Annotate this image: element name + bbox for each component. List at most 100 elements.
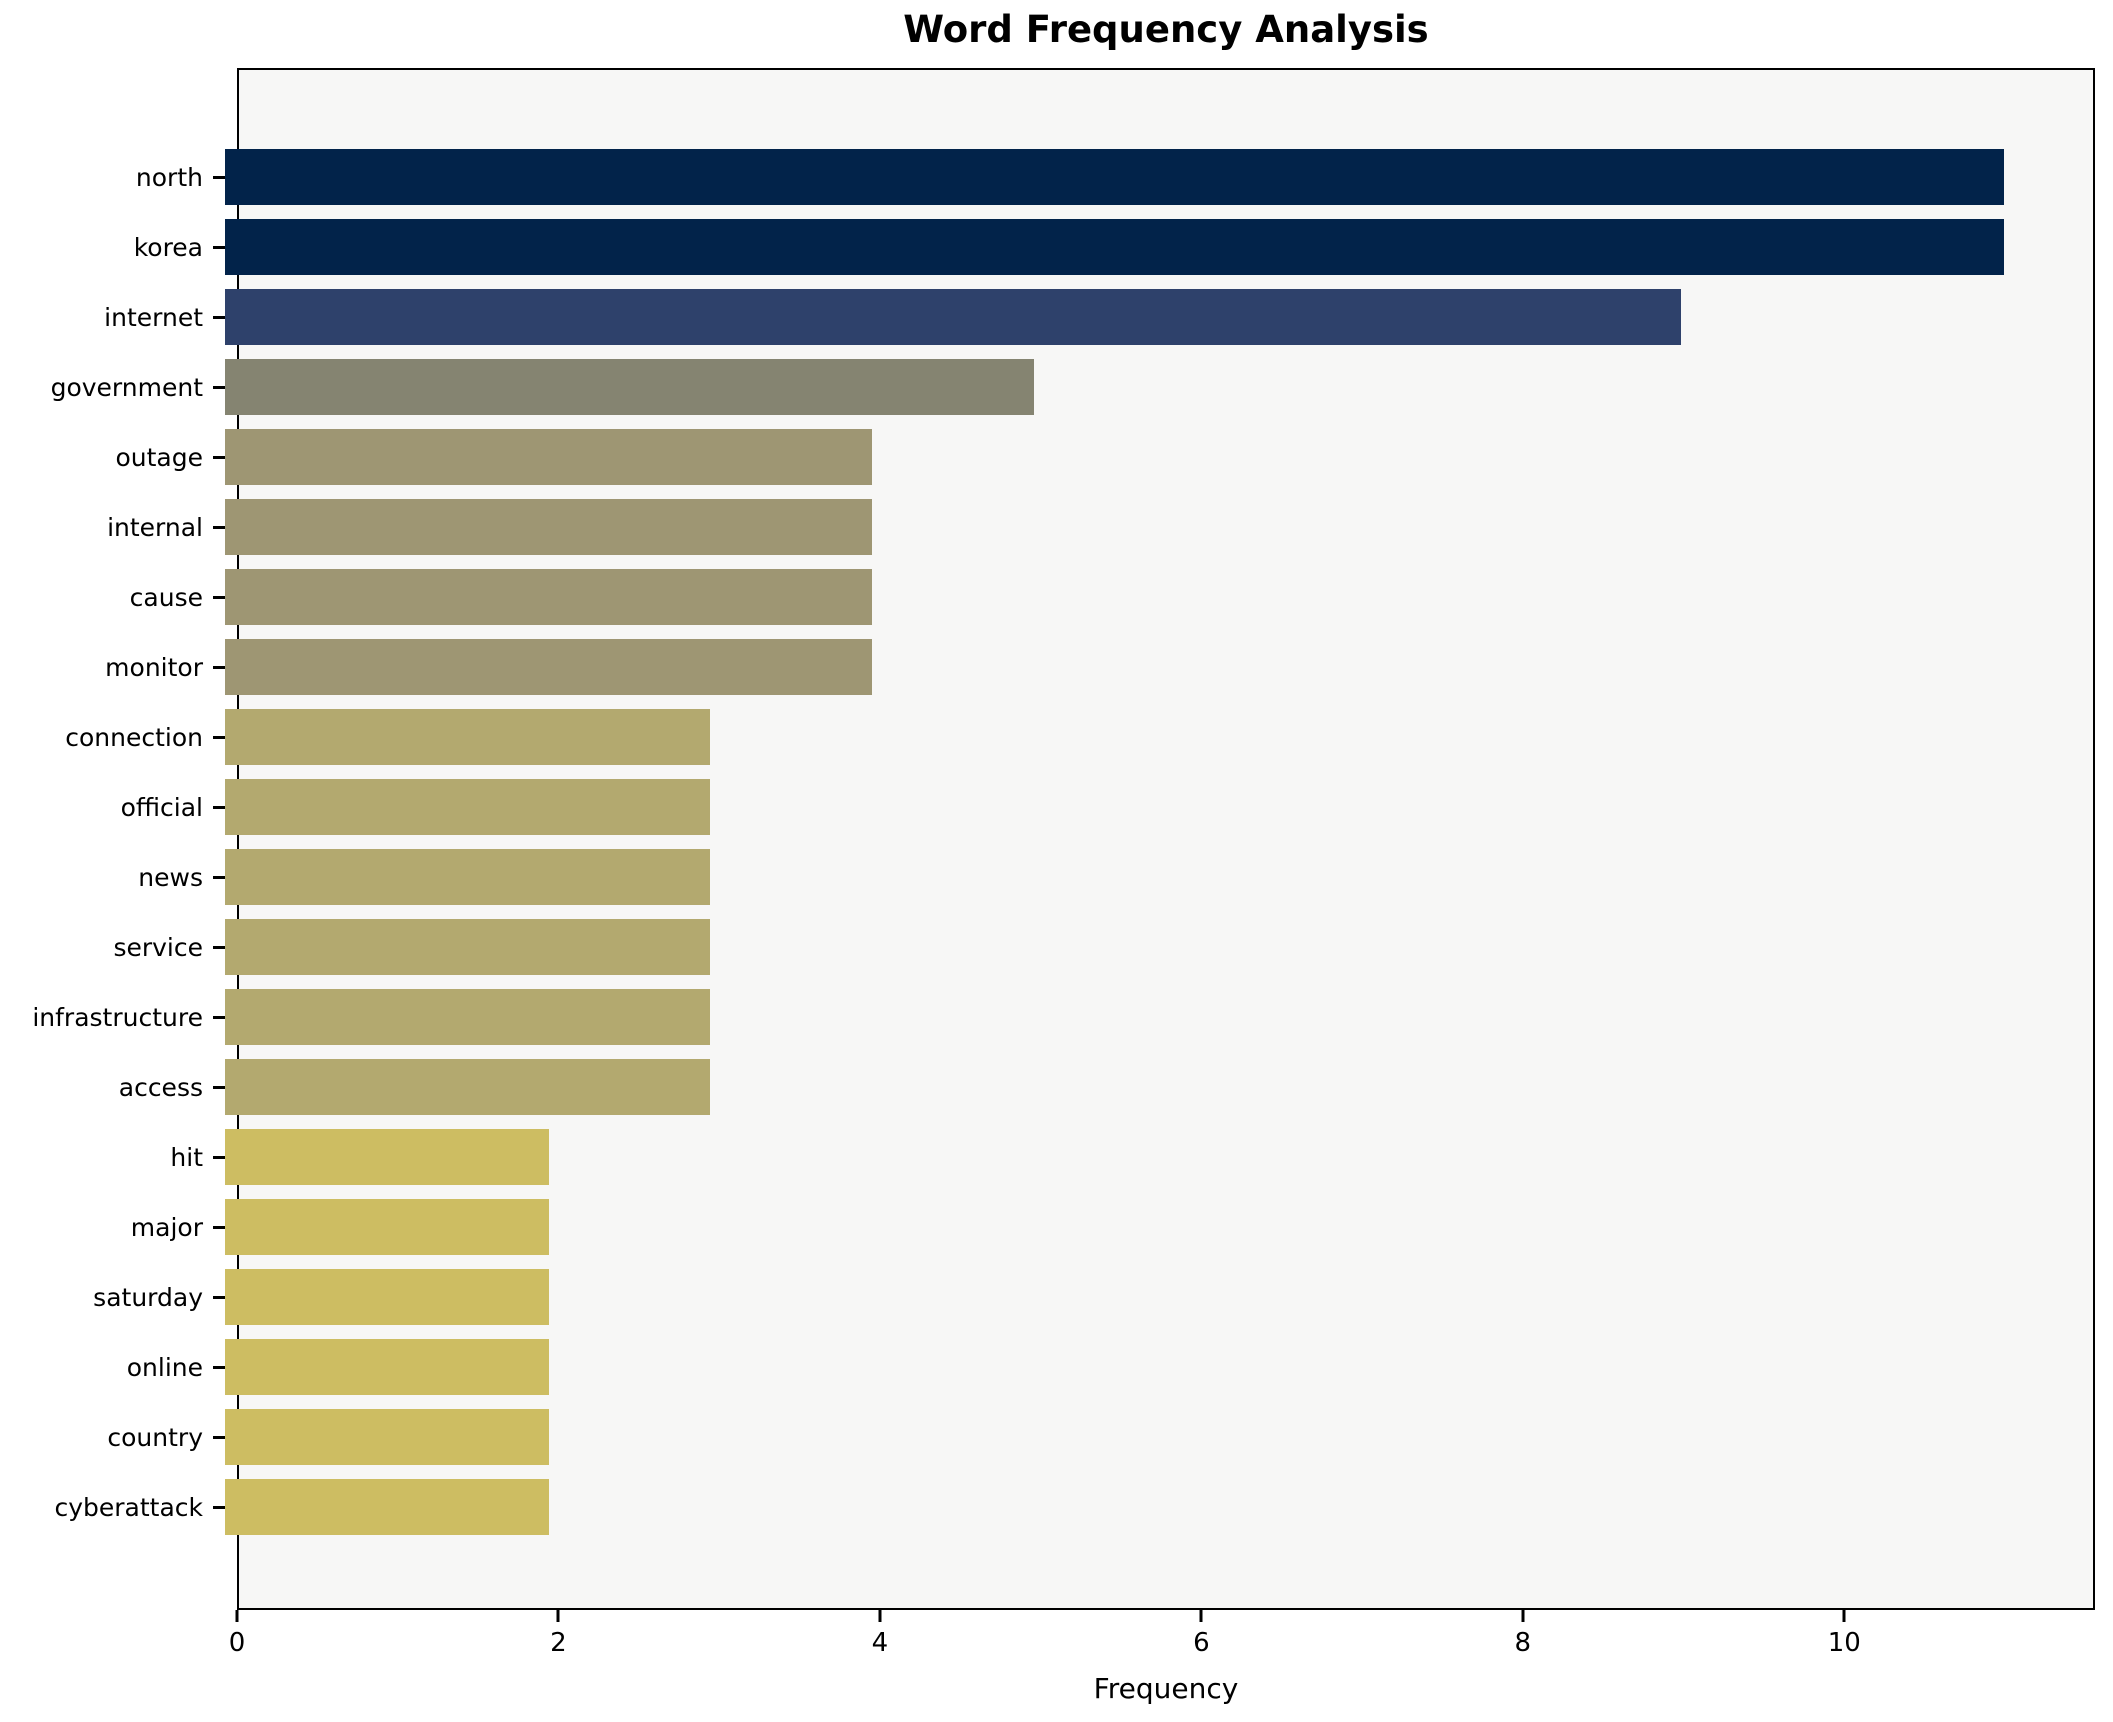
x-axis: 0 2 4 6 8 10 (229, 1610, 2095, 1680)
y-tick-label: cause (129, 582, 203, 612)
x-tick-mark (1521, 1610, 1525, 1622)
y-tick-mark (213, 175, 225, 179)
bar-row: outage (0, 422, 2095, 492)
bar-track (225, 1479, 2095, 1535)
y-tick-mark (213, 1435, 225, 1439)
y-tick-label: hit (170, 1142, 203, 1172)
x-axis-title: Frequency (1093, 1672, 1239, 1705)
x-tick-label: 10 (1827, 1628, 1861, 1658)
bars-container: north korea internet government outage intern… (0, 68, 2095, 1610)
y-tick-mark (213, 315, 225, 319)
bar-track (225, 219, 2095, 275)
y-tick-label: online (126, 1352, 203, 1382)
bar-row: monitor (0, 632, 2095, 702)
x-tick-mark (1842, 1610, 1846, 1622)
bar (225, 429, 873, 485)
y-tick-label: korea (133, 232, 203, 262)
y-tick-label: monitor (105, 652, 203, 682)
bar-row: online (0, 1332, 2095, 1402)
bar-row: country (0, 1402, 2095, 1472)
bar-track (225, 709, 2095, 765)
bar (225, 919, 711, 975)
bar-row: news (0, 842, 2095, 912)
y-tick-label: cyberattack (54, 1492, 203, 1522)
y-tick-label: major (130, 1212, 203, 1242)
y-tick-mark (213, 595, 225, 599)
y-tick-label: connection (65, 722, 203, 752)
y-tick-mark (213, 875, 225, 879)
y-tick-label: saturday (93, 1282, 203, 1312)
bar (225, 1059, 711, 1115)
bar (225, 1409, 549, 1465)
bar-track (225, 569, 2095, 625)
bar-track (225, 1059, 2095, 1115)
y-tick-label: access (118, 1072, 203, 1102)
y-tick-mark (213, 1015, 225, 1019)
bar-track (225, 919, 2095, 975)
y-tick-label: official (120, 792, 203, 822)
y-tick-mark (213, 525, 225, 529)
y-tick-mark (213, 245, 225, 249)
y-tick-mark (213, 1505, 225, 1509)
bar-track (225, 429, 2095, 485)
bar-track (225, 1339, 2095, 1395)
bar-track (225, 1129, 2095, 1185)
y-tick-label: country (107, 1422, 203, 1452)
chart-title: Word Frequency Analysis (903, 8, 1429, 51)
bar (225, 1479, 549, 1535)
bar (225, 149, 2005, 205)
bar (225, 1199, 549, 1255)
x-tick-label: 8 (1514, 1628, 1532, 1658)
bar-row: infrastructure (0, 982, 2095, 1052)
x-tick-label: 2 (550, 1628, 567, 1658)
bar (225, 219, 2005, 275)
bar-row: hit (0, 1122, 2095, 1192)
y-tick-mark (213, 945, 225, 949)
y-tick-mark (213, 1155, 225, 1159)
bar (225, 1269, 549, 1325)
x-tick-mark (1199, 1610, 1203, 1622)
bar-row: government (0, 352, 2095, 422)
bar (225, 989, 711, 1045)
bar-track (225, 289, 2095, 345)
bar-row: internet (0, 282, 2095, 352)
y-tick-mark (213, 385, 225, 389)
bar-row: official (0, 772, 2095, 842)
y-tick-label: internal (107, 512, 203, 542)
bar-row: korea (0, 212, 2095, 282)
y-tick-label: service (113, 932, 203, 962)
x-tick-label: 6 (1193, 1628, 1210, 1658)
y-tick-mark (213, 735, 225, 739)
x-tick-mark (878, 1610, 882, 1622)
bar-row: access (0, 1052, 2095, 1122)
bar (225, 779, 711, 835)
bar-track (225, 499, 2095, 555)
bar-track (225, 989, 2095, 1045)
y-tick-label: internet (104, 302, 203, 332)
y-tick-mark (213, 805, 225, 809)
bar-track (225, 359, 2095, 415)
y-tick-mark (213, 1225, 225, 1229)
bar-track (225, 1199, 2095, 1255)
y-tick-label: government (50, 372, 203, 402)
bar-row: connection (0, 702, 2095, 772)
bar-row: internal (0, 492, 2095, 562)
y-tick-label: outage (115, 442, 203, 472)
bar-row: major (0, 1192, 2095, 1262)
bar-track (225, 779, 2095, 835)
bar-track (225, 849, 2095, 905)
bar (225, 499, 873, 555)
bar-row: saturday (0, 1262, 2095, 1332)
bar (225, 359, 1034, 415)
y-tick-label: news (138, 862, 203, 892)
bar-row: cause (0, 562, 2095, 632)
bar (225, 569, 873, 625)
y-tick-label: infrastructure (32, 1002, 203, 1032)
bar (225, 1339, 549, 1395)
bar-track (225, 1269, 2095, 1325)
bar-track (225, 149, 2095, 205)
y-tick-mark (213, 1295, 225, 1299)
bar-row: cyberattack (0, 1472, 2095, 1542)
bar (225, 289, 1681, 345)
